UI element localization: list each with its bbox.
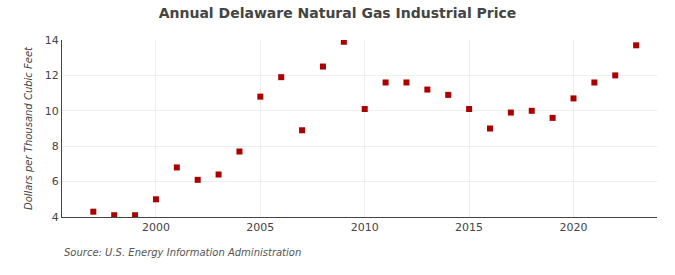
svg-text:14: 14 bbox=[45, 34, 59, 47]
svg-text:Dollars per Thousand Cubic Fee: Dollars per Thousand Cubic Feet bbox=[23, 46, 34, 210]
svg-text:8: 8 bbox=[52, 140, 59, 153]
svg-text:12: 12 bbox=[45, 69, 59, 82]
svg-text:2010: 2010 bbox=[351, 221, 379, 234]
svg-text:2005: 2005 bbox=[246, 221, 274, 234]
svg-text:2020: 2020 bbox=[559, 221, 587, 234]
svg-text:Annual Delaware Natural Gas In: Annual Delaware Natural Gas Industrial P… bbox=[159, 5, 517, 21]
svg-text:Source: U.S. Energy Informatio: Source: U.S. Energy Information Administ… bbox=[64, 247, 301, 258]
svg-text:6: 6 bbox=[52, 175, 59, 188]
svg-text:2000: 2000 bbox=[142, 221, 170, 234]
svg-text:4: 4 bbox=[52, 211, 59, 224]
svg-text:10: 10 bbox=[45, 105, 59, 118]
svg-text:2015: 2015 bbox=[455, 221, 483, 234]
